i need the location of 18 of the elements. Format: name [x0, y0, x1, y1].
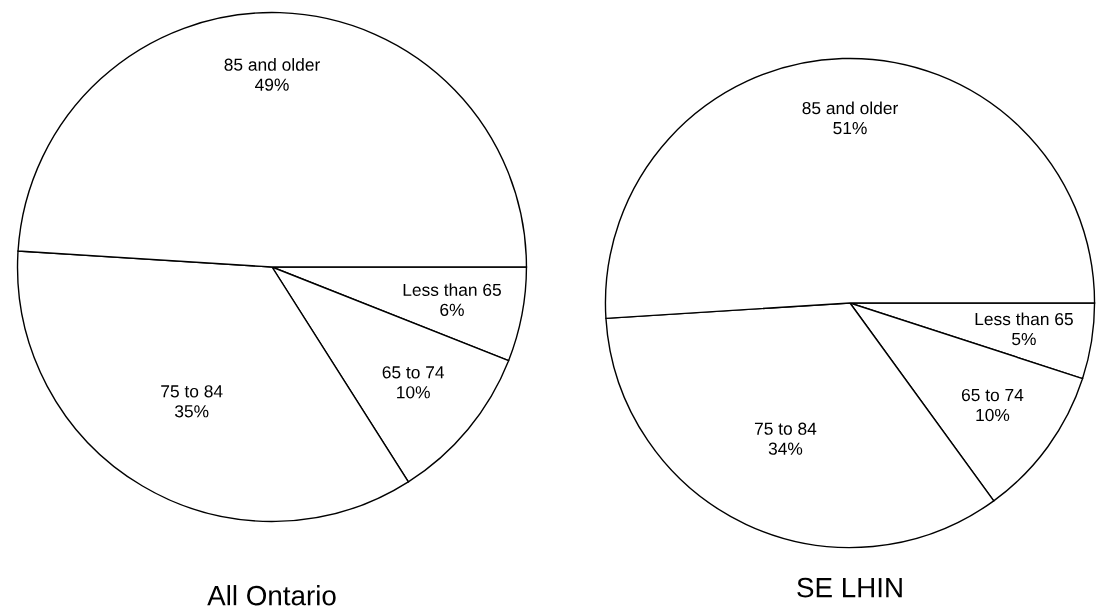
data-label: 6%	[440, 303, 464, 316]
text: SE LHIN	[797, 577, 902, 598]
data-label: 34%	[768, 442, 803, 455]
data-label: 49%	[255, 78, 289, 91]
text: All Ontario	[207, 585, 336, 606]
data-label: 10%	[397, 386, 430, 399]
data-label: 5%	[1012, 332, 1036, 346]
slice-label: 75 to 84	[161, 385, 223, 398]
slice-label: 65 to 74	[382, 366, 445, 379]
slice-label: 85 and older	[802, 101, 898, 115]
data-label: 35%	[174, 405, 209, 418]
slice-label: 75 to 84	[754, 422, 817, 435]
slice-label: 85 and older	[224, 58, 320, 71]
slice-label: 65 to 74	[961, 388, 1024, 402]
data-label: 10%	[976, 408, 1010, 422]
data-label: 51%	[833, 122, 867, 135]
slice-label: Less than 65	[975, 312, 1073, 326]
slice-label: Less than 65	[403, 283, 501, 297]
